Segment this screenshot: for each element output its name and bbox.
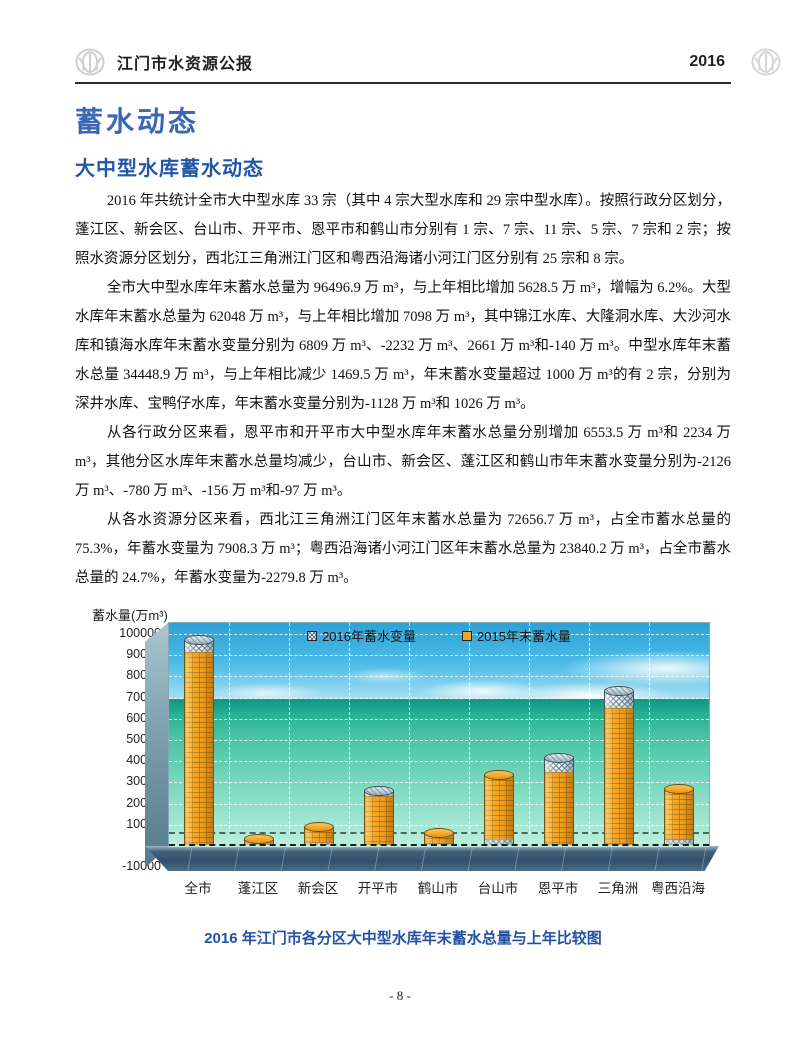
bar-top-cap bbox=[304, 822, 334, 832]
bar-top-cap bbox=[424, 828, 454, 838]
chart-legend: 2016年蓄水变量 2015年末蓄水量 bbox=[169, 626, 709, 645]
x-label-三角洲: 三角洲 bbox=[597, 881, 639, 896]
x-axis: 全市 蓬江区 新会区 开平市 鹤山市 台山市 恩平市 三角洲 粤西沿海 bbox=[168, 877, 708, 897]
bar-segment-orange bbox=[544, 772, 574, 845]
horizontal-gridline bbox=[169, 803, 709, 805]
zero-axis-line bbox=[169, 844, 709, 846]
horizontal-gridline bbox=[169, 655, 709, 657]
vertical-gridline bbox=[529, 623, 530, 834]
x-label-恩平市: 恩平市 bbox=[537, 881, 579, 896]
bar-top-cap bbox=[484, 770, 514, 780]
y-axis-title: 蓄水量(万m³) bbox=[92, 608, 168, 623]
horizontal-gridline bbox=[169, 718, 709, 720]
x-label-全市: 全市 bbox=[184, 881, 212, 896]
vertical-gridline bbox=[469, 623, 470, 834]
legend-swatch-orange-icon bbox=[462, 630, 472, 641]
x-label-台山市: 台山市 bbox=[477, 881, 519, 896]
horizontal-gridline bbox=[169, 634, 709, 635]
vertical-gridline bbox=[229, 623, 230, 834]
vertical-gridline bbox=[289, 623, 290, 834]
bar-top-cap bbox=[604, 686, 634, 696]
bar-segment-orange bbox=[364, 796, 394, 845]
horizontal-gridline bbox=[169, 740, 709, 741]
bar-segment-orange bbox=[184, 652, 214, 845]
bar-恩平市 bbox=[544, 753, 574, 845]
horizontal-gridline bbox=[169, 697, 709, 699]
bar-segment-orange bbox=[484, 775, 514, 840]
legend-item-2015: 2015年末蓄水量 bbox=[462, 626, 571, 645]
bar-segment-checker bbox=[484, 840, 514, 845]
legend-label-change: 2016年蓄水变量 bbox=[322, 629, 416, 644]
chart-3d-left-wall bbox=[145, 622, 169, 868]
legend-label-2015: 2015年末蓄水量 bbox=[477, 629, 571, 644]
legend-item-change: 2016年蓄水变量 bbox=[307, 626, 416, 645]
horizontal-gridline bbox=[169, 824, 709, 826]
vertical-gridline bbox=[649, 623, 650, 834]
header-rule bbox=[75, 82, 731, 84]
chart-3d-floor bbox=[145, 846, 719, 871]
section-title: 蓄水动态 bbox=[75, 106, 200, 137]
y-tick-label: -10000 bbox=[122, 859, 161, 874]
x-label-蓬江区: 蓬江区 bbox=[237, 881, 279, 896]
bulletin-year: 2016 bbox=[689, 53, 725, 70]
horizontal-gridline bbox=[169, 676, 709, 678]
water-bureau-logo-left-icon bbox=[75, 48, 105, 76]
bar-全市 bbox=[184, 635, 214, 845]
chart-caption: 2016 年江门市各分区大中型水库年末蓄水总量与上年比较图 bbox=[204, 930, 602, 947]
bar-top-cap bbox=[184, 635, 214, 645]
bar-segment-orange bbox=[604, 708, 634, 845]
bar-top-cap bbox=[244, 834, 274, 844]
bar-台山市 bbox=[484, 770, 514, 845]
legend-swatch-checker-icon bbox=[307, 630, 318, 641]
bulletin-title: 江门市水资源公报 bbox=[117, 56, 254, 73]
bar-新会区 bbox=[304, 822, 334, 845]
paragraph-water-resource-divisions: 从各水资源分区来看，西北江三角洲江门区年末蓄水总量为 72656.7 万 m³，… bbox=[75, 512, 731, 586]
x-label-鹤山市: 鹤山市 bbox=[417, 881, 459, 896]
bar-开平市 bbox=[364, 786, 394, 845]
water-bureau-logo-right-icon bbox=[751, 48, 781, 76]
x-label-新会区: 新会区 bbox=[297, 881, 339, 896]
bar-top-cap bbox=[364, 786, 394, 796]
paragraph-reservoir-count: 2016 年共统计全市大中型水库 33 宗（其中 4 宗大型水库和 29 宗中型… bbox=[75, 193, 731, 267]
vertical-gridline bbox=[349, 623, 350, 834]
bar-top-cap bbox=[664, 784, 694, 794]
bar-三角洲 bbox=[604, 686, 634, 845]
horizontal-gridline bbox=[169, 761, 709, 763]
y-tick-label: 100000 bbox=[119, 626, 161, 640]
plot-area: 2016年蓄水变量 2015年末蓄水量 bbox=[168, 622, 710, 848]
paragraph-admin-divisions: 从各行政分区来看，恩平市和开平市大中型水库年末蓄水总量分别增加 6553.5 万… bbox=[75, 425, 731, 499]
bar-粤西沿海 bbox=[664, 784, 694, 845]
bar-segment-orange bbox=[424, 833, 454, 844]
bar-segment-checker bbox=[664, 840, 694, 845]
page-header: 江门市水资源公报 2016 bbox=[75, 46, 781, 78]
vertical-gridline bbox=[589, 623, 590, 834]
paragraph-total-storage: 全市大中型水库年末蓄水总量为 96496.9 万 m³，与上年相比增加 5628… bbox=[75, 280, 731, 412]
bar-top-cap bbox=[544, 753, 574, 763]
subsection-title: 大中型水库蓄水动态 bbox=[75, 158, 264, 180]
x-label-开平市: 开平市 bbox=[357, 881, 399, 896]
vertical-gridline bbox=[409, 623, 410, 834]
bar-segment-orange bbox=[664, 789, 694, 840]
reservoir-storage-chart: 蓄水量(万m³) 100000 90000 80000 70000 60000 50000… bbox=[75, 608, 735, 905]
horizontal-gridline bbox=[169, 782, 709, 784]
page-number: - 8 - bbox=[389, 988, 411, 1003]
x-label-粤西沿海: 粤西沿海 bbox=[651, 881, 705, 896]
